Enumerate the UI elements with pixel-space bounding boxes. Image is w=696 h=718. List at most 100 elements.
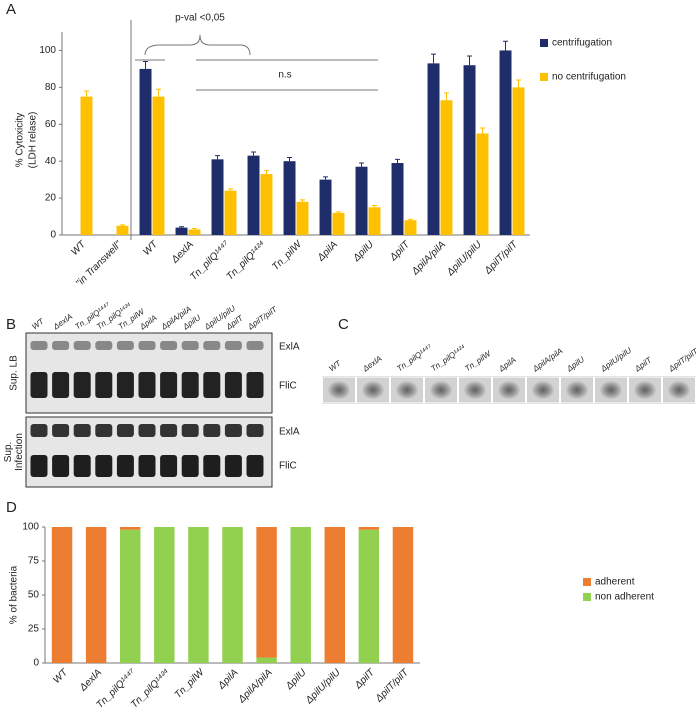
lane-label: ΔexlA xyxy=(51,312,74,332)
x-tick-label: ΔpilT xyxy=(352,667,377,692)
error-bar xyxy=(191,228,197,230)
bar-segment xyxy=(358,527,380,530)
bar xyxy=(80,96,93,235)
bar xyxy=(152,96,165,235)
band xyxy=(116,341,134,350)
bar xyxy=(476,133,489,235)
bar xyxy=(427,63,440,235)
bar-segment xyxy=(222,527,243,663)
band xyxy=(52,341,70,350)
bar xyxy=(499,50,512,235)
legend-label: adherent xyxy=(595,577,635,588)
band xyxy=(95,424,113,437)
lane-label: WT xyxy=(30,316,46,331)
bar-segment xyxy=(120,529,141,663)
colony xyxy=(464,381,486,399)
x-tick-label: ΔexlA xyxy=(77,667,104,694)
band xyxy=(30,424,48,437)
bar-segment xyxy=(324,527,345,663)
x-tick-label: Tn_pilW xyxy=(173,666,208,701)
y-tick-label: 0 xyxy=(50,230,56,241)
bar-segment xyxy=(256,657,277,663)
band xyxy=(203,455,221,477)
y-tick-label: 20 xyxy=(45,193,57,204)
band xyxy=(181,372,199,398)
lane-label: Tn_pilQ¹⁴⁴⁷ xyxy=(395,342,434,373)
bar xyxy=(116,225,129,235)
bar-segment xyxy=(358,529,380,663)
row-label: ExlA xyxy=(279,342,300,353)
band xyxy=(30,372,48,398)
legend-swatch xyxy=(540,39,548,47)
x-tick-label: WT xyxy=(141,239,160,258)
band xyxy=(73,455,91,477)
bar xyxy=(440,100,453,235)
error-bar xyxy=(263,169,269,175)
error-bar xyxy=(215,155,221,160)
band xyxy=(203,341,221,350)
group-label: Sup. LB xyxy=(9,355,20,391)
bar-segment xyxy=(85,527,107,663)
band xyxy=(160,372,178,398)
error-bar xyxy=(179,226,185,228)
band xyxy=(224,372,242,398)
row-label: FliC xyxy=(279,381,297,392)
lane-label: ΔpilA xyxy=(496,355,517,374)
bar xyxy=(391,163,404,235)
x-tick-label: ΔpilU xyxy=(351,239,377,265)
band xyxy=(30,341,48,350)
bar xyxy=(319,179,332,235)
y-tick-label: 80 xyxy=(45,82,57,93)
bar-segment xyxy=(256,527,277,658)
x-tick-label: ΔpilU xyxy=(283,667,309,693)
error-bar xyxy=(395,158,401,164)
error-bar xyxy=(503,40,509,51)
bar xyxy=(175,227,188,235)
colony xyxy=(600,381,622,399)
legend-label: non adherent xyxy=(595,592,654,603)
band xyxy=(246,341,264,350)
error-bar xyxy=(431,53,437,64)
error-bar xyxy=(443,92,449,101)
colony xyxy=(532,381,554,399)
band xyxy=(138,372,156,398)
bar xyxy=(404,220,417,235)
y-tick-label: 75 xyxy=(28,556,40,567)
y-tick-label: 0 xyxy=(33,658,39,669)
legend-swatch xyxy=(540,73,548,81)
band xyxy=(203,372,221,398)
error-bar xyxy=(155,88,161,97)
band xyxy=(52,424,70,437)
bar xyxy=(368,207,381,235)
lane-label: WT xyxy=(327,358,343,373)
colony xyxy=(396,381,418,399)
panel-letter: A xyxy=(6,1,16,18)
colony xyxy=(498,381,520,399)
bar xyxy=(512,87,525,235)
error-bar xyxy=(515,79,521,88)
y-tick-label: 100 xyxy=(22,522,39,533)
error-bar xyxy=(359,162,365,167)
lane-label: ΔpilU/pilU xyxy=(598,346,633,374)
bar-segment xyxy=(120,527,141,530)
bar xyxy=(260,174,273,235)
y-axis-label: % Cytoxicity xyxy=(15,113,26,167)
x-tick-label: Tn_pilW xyxy=(270,238,305,273)
annotation: p-val <0,05 xyxy=(175,13,225,24)
colony xyxy=(634,381,656,399)
lane-label: Tn_pilQ¹⁴²⁴ xyxy=(429,343,468,374)
x-tick-label: ΔpilT/pilT xyxy=(482,239,521,278)
band xyxy=(160,455,178,477)
row-label: FliC xyxy=(279,461,297,472)
lane-label: ΔpilU xyxy=(564,355,586,374)
colony xyxy=(430,381,452,399)
error-bar xyxy=(227,188,233,191)
band xyxy=(224,455,242,477)
y-tick-label: 100 xyxy=(39,45,56,56)
panel-letter: B xyxy=(6,316,16,333)
band xyxy=(224,424,242,437)
y-tick-label: 50 xyxy=(28,590,40,601)
colony xyxy=(566,381,588,399)
x-tick-label: ΔpilU/pilU xyxy=(303,667,343,707)
